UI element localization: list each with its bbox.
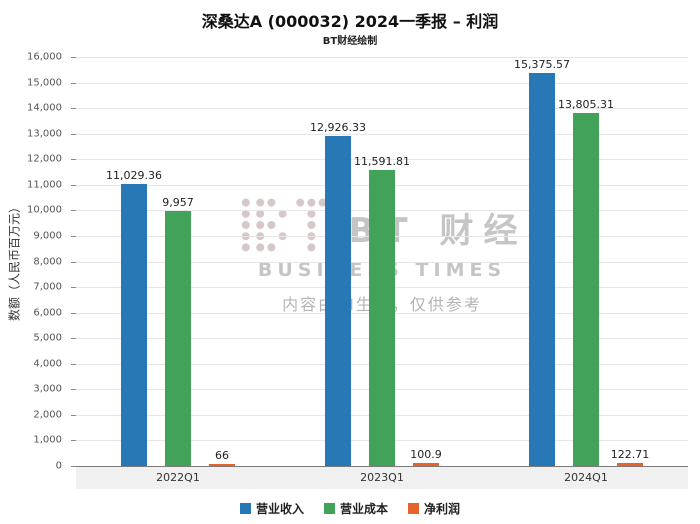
y-tick-label: 4,000	[33, 358, 62, 370]
legend-swatch	[323, 503, 335, 514]
gridline	[76, 133, 688, 135]
legend-item-营业成本: 营业成本	[323, 500, 388, 517]
y-tick-mark	[71, 287, 76, 289]
legend-label: 营业成本	[339, 502, 388, 516]
legend: 营业收入 营业成本 净利润	[0, 500, 700, 517]
legend-item-营业收入: 营业收入	[239, 500, 304, 517]
y-tick-label: 0	[55, 460, 62, 472]
gridline	[76, 159, 688, 161]
y-tick-mark	[71, 440, 76, 442]
legend-item-净利润: 净利润	[408, 500, 460, 517]
legend-label: 净利润	[424, 502, 461, 516]
chart-body: 数额（人民币百万元） 0 1,000 2,000 3,000 4,000 5,000 6,0…	[0, 52, 700, 489]
bar-group-2022q1: 11,029.36 9,957 66	[76, 57, 280, 466]
y-tick-label: 12,000	[27, 153, 62, 165]
y-tick-label: 16,000	[27, 51, 62, 63]
gridline	[76, 57, 688, 58]
y-tick-label: 5,000	[33, 332, 62, 344]
y-tick-label: 11,000	[27, 179, 62, 191]
y-tick-mark	[71, 312, 76, 314]
y-axis: 0 1,000 2,000 3,000 4,000 5,000 6,000 7,000 8,00…	[0, 52, 76, 472]
legend-label: 营业收入	[255, 502, 304, 516]
bar-value-label: 9,957	[162, 196, 194, 210]
x-axis-band: 2022Q1 2023Q1 2024Q1	[76, 467, 688, 489]
bar-净利润-2022q1: 66	[209, 449, 235, 466]
y-tick-mark	[71, 184, 76, 186]
y-tick-mark	[71, 466, 76, 467]
y-tick-label: 14,000	[27, 102, 62, 114]
bar-营业收入-2022q1: 11,029.36	[106, 169, 162, 466]
y-tick-mark	[71, 261, 76, 263]
bar-value-label: 66	[215, 448, 229, 462]
y-tick-mark	[71, 159, 76, 161]
y-tick-label: 10,000	[27, 204, 62, 216]
gridline	[76, 108, 688, 110]
y-tick-label: 7,000	[33, 281, 62, 293]
bar-value-label: 13,805.31	[558, 98, 614, 112]
y-tick-label: 3,000	[33, 383, 62, 395]
bar-value-label: 11,029.36	[106, 169, 162, 183]
y-tick-label: 6,000	[33, 307, 62, 319]
chart-title: 深桑达A (000032) 2024一季报 – 利润	[201, 12, 499, 31]
legend-swatch	[239, 503, 251, 514]
bar-营业收入-2023q1: 12,926.33	[310, 121, 366, 466]
bar-营业成本-2022q1: 9,957	[162, 196, 194, 466]
legend-swatch	[408, 503, 419, 514]
y-tick-mark	[71, 414, 76, 416]
bar-净利润-2023q1: 100.9	[410, 448, 442, 466]
bar-group-2024q1: 15,375.57 13,805.31 122.71	[484, 57, 688, 466]
y-tick-label: 9,000	[33, 230, 62, 242]
y-tick-mark	[71, 389, 76, 391]
y-tick-label: 8,000	[33, 256, 62, 267]
bar-value-label: 12,926.33	[310, 120, 366, 134]
gridline	[76, 82, 688, 84]
y-tick-mark	[71, 133, 76, 135]
x-axis-label-2023q1: 2023Q1	[360, 471, 404, 484]
y-tick-mark	[71, 82, 76, 84]
bar-group-2023q1: 12,926.33 11,591.81 100.9	[280, 57, 484, 466]
plot-area: BT 财经 BUSINESS TIMES 内容由AI生成，仅供参考 11,029…	[76, 57, 688, 467]
bar-营业成本-2023q1: 11,591.81	[354, 155, 410, 466]
chart-subtitle: BT财经绘制	[322, 36, 378, 47]
x-axis-label-2024q1: 2024Q1	[564, 471, 608, 484]
y-tick-mark	[71, 108, 76, 110]
y-tick-mark	[71, 235, 76, 237]
bar-营业成本-2024q1: 13,805.31	[558, 98, 614, 466]
y-tick-label: 15,000	[27, 77, 62, 89]
bar-净利润-2024q1: 122.71	[611, 448, 649, 466]
y-tick-label: 1,000	[33, 434, 62, 446]
bar-value-label: 100.9	[410, 448, 442, 462]
y-tick-mark	[71, 57, 76, 58]
y-tick-label: 2,000	[33, 409, 62, 421]
x-axis-label-2022q1: 2022Q1	[156, 471, 200, 484]
bar-value-label: 122.71	[610, 447, 650, 461]
bar-value-label: 15,375.57	[514, 57, 570, 71]
bar-value-label: 11,591.81	[354, 154, 410, 168]
bar-营业收入-2024q1: 15,375.57	[514, 58, 570, 466]
y-tick-mark	[71, 210, 76, 212]
y-tick-mark	[71, 363, 76, 365]
y-tick-mark	[71, 338, 76, 340]
y-tick-label: 13,000	[27, 128, 62, 140]
